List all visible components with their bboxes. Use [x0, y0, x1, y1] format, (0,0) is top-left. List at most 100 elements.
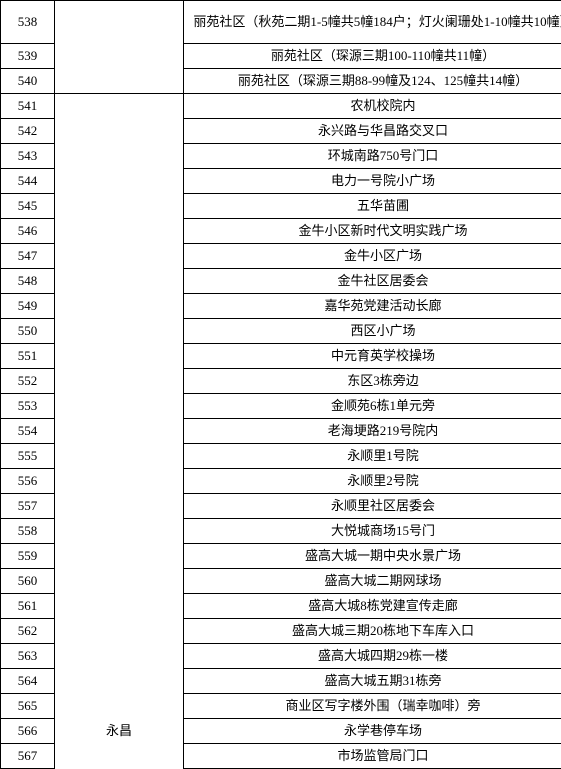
row-location: 嘉华苑党建活动长廊 — [184, 294, 561, 319]
row-location: 永兴路与华昌路交叉口 — [184, 119, 561, 144]
row-number: 549 — [1, 294, 55, 319]
row-region — [55, 269, 184, 294]
row-location: 金顺苑6栋1单元旁 — [184, 394, 561, 419]
row-location: 永学巷停车场 — [184, 719, 561, 744]
table-row: 543 环城南路750号门口 — [1, 144, 561, 169]
table-row: 563 盛高大城四期29栋一楼 — [1, 644, 561, 669]
row-number: 553 — [1, 394, 55, 419]
row-number: 551 — [1, 344, 55, 369]
row-region — [55, 644, 184, 669]
table-row: 558大悦城商场15号门 — [1, 519, 561, 544]
row-number: 550 — [1, 319, 55, 344]
table-row: 556永顺里2号院 — [1, 469, 561, 494]
table-row: 552 东区3栋旁边 — [1, 369, 561, 394]
row-location: 大悦城商场15号门 — [184, 519, 561, 544]
row-region — [55, 1, 184, 44]
row-location: 盛高大城五期31栋旁 — [184, 669, 561, 694]
row-region — [55, 594, 184, 619]
row-location: 环城南路750号门口 — [184, 144, 561, 169]
table-row: 560盛高大城二期网球场 — [1, 569, 561, 594]
row-location: 丽苑社区（秋苑二期1-5幢共5幢184户；灯火阑珊处1-10幢共10幢） — [184, 1, 561, 44]
row-number: 548 — [1, 269, 55, 294]
row-number: 566 — [1, 719, 55, 744]
row-number: 563 — [1, 644, 55, 669]
row-location: 丽苑社区（琛源三期100-110幢共11幢） — [184, 44, 561, 69]
row-location: 商业区写字楼外围（瑞幸咖啡）旁 — [184, 694, 561, 719]
row-region — [55, 544, 184, 569]
table-row: 566永昌永学巷停车场 — [1, 719, 561, 744]
row-region — [55, 319, 184, 344]
row-region — [55, 744, 184, 769]
row-number: 562 — [1, 619, 55, 644]
table-row: 567市场监管局门口 — [1, 744, 561, 769]
row-location: 农机校院内 — [184, 94, 561, 119]
table-row: 547 金牛小区广场 — [1, 244, 561, 269]
row-number: 559 — [1, 544, 55, 569]
table-row: 546 金牛小区新时代文明实践广场 — [1, 219, 561, 244]
row-location: 盛高大城一期中央水景广场 — [184, 544, 561, 569]
row-number: 538 — [1, 1, 55, 44]
row-region — [55, 494, 184, 519]
row-location: 永顺里2号院 — [184, 469, 561, 494]
row-region — [55, 394, 184, 419]
row-location: 永顺里1号院 — [184, 444, 561, 469]
row-number: 564 — [1, 669, 55, 694]
row-region — [55, 519, 184, 544]
row-number: 552 — [1, 369, 55, 394]
row-number: 542 — [1, 119, 55, 144]
table-row: 551 中元育英学校操场 — [1, 344, 561, 369]
row-location: 老海埂路219号院内 — [184, 419, 561, 444]
row-location: 金牛小区新时代文明实践广场 — [184, 219, 561, 244]
row-location: 五华苗圃 — [184, 194, 561, 219]
table-row: 554 老海埂路219号院内 — [1, 419, 561, 444]
row-number: 560 — [1, 569, 55, 594]
row-region — [55, 619, 184, 644]
row-location: 盛高大城8栋党建宣传走廊 — [184, 594, 561, 619]
table-row: 550 西区小广场 — [1, 319, 561, 344]
row-region — [55, 44, 184, 69]
table-row: 540丽苑社区（琛源三期88-99幢及124、125幢共14幢） — [1, 69, 561, 94]
table-row: 544电力一号院小广场 — [1, 169, 561, 194]
table-row: 542 永兴路与华昌路交叉口 — [1, 119, 561, 144]
row-region — [55, 369, 184, 394]
row-location: 中元育英学校操场 — [184, 344, 561, 369]
row-number: 561 — [1, 594, 55, 619]
row-number: 539 — [1, 44, 55, 69]
row-number: 567 — [1, 744, 55, 769]
row-number: 557 — [1, 494, 55, 519]
table-row: 557 永顺里社区居委会 — [1, 494, 561, 519]
row-region — [55, 669, 184, 694]
row-number: 543 — [1, 144, 55, 169]
table-row: 541农机校院内 — [1, 94, 561, 119]
row-location: 金牛小区广场 — [184, 244, 561, 269]
row-location: 永顺里社区居委会 — [184, 494, 561, 519]
row-number: 546 — [1, 219, 55, 244]
table-row: 549 嘉华苑党建活动长廊 — [1, 294, 561, 319]
row-region — [55, 444, 184, 469]
table-row: 559 盛高大城一期中央水景广场 — [1, 544, 561, 569]
table-row: 555 永顺里1号院 — [1, 444, 561, 469]
table-row: 538 丽苑社区（秋苑二期1-5幢共5幢184户；灯火阑珊处1-10幢共10幢） — [1, 1, 561, 44]
row-region — [55, 69, 184, 94]
row-location: 盛高大城四期29栋一楼 — [184, 644, 561, 669]
row-number: 555 — [1, 444, 55, 469]
row-number: 547 — [1, 244, 55, 269]
row-location: 盛高大城三期20栋地下车库入口 — [184, 619, 561, 644]
row-region — [55, 294, 184, 319]
row-number: 544 — [1, 169, 55, 194]
row-number: 540 — [1, 69, 55, 94]
row-region — [55, 694, 184, 719]
row-region — [55, 169, 184, 194]
table-row: 548金牛社区居委会 — [1, 269, 561, 294]
row-location: 东区3栋旁边 — [184, 369, 561, 394]
table-row: 562 盛高大城三期20栋地下车库入口 — [1, 619, 561, 644]
row-number: 554 — [1, 419, 55, 444]
row-region — [55, 344, 184, 369]
table-row: 564 盛高大城五期31栋旁 — [1, 669, 561, 694]
row-region — [55, 244, 184, 269]
row-location: 西区小广场 — [184, 319, 561, 344]
row-region — [55, 219, 184, 244]
row-region — [55, 144, 184, 169]
row-number: 545 — [1, 194, 55, 219]
table-row: 565商业区写字楼外围（瑞幸咖啡）旁 — [1, 694, 561, 719]
